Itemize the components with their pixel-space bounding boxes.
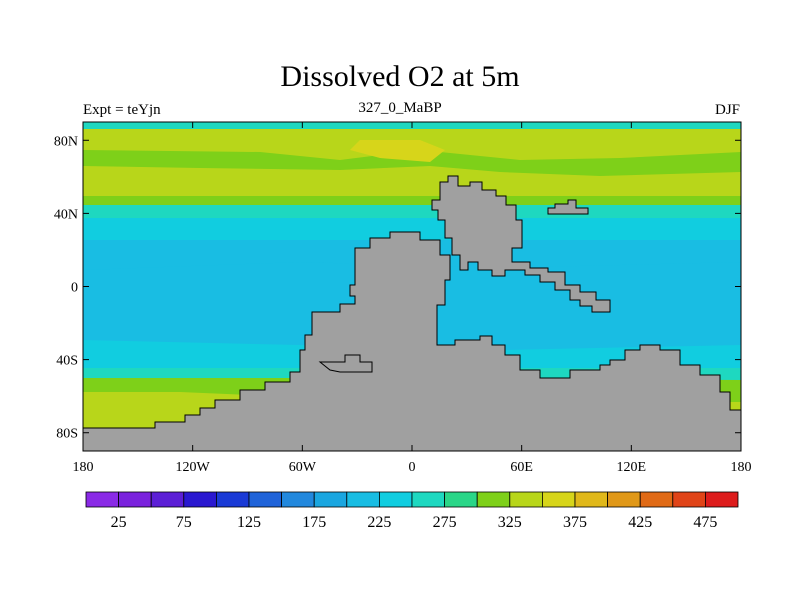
colorbar-label: 125 [237,514,261,531]
colorbar-label: 425 [628,514,652,531]
band-north-green2 [83,196,741,206]
colorbar-swatch [509,491,543,508]
colorbar-swatch [150,491,185,508]
lon-tick-label: 60E [510,460,533,475]
colorbar-swatch [705,491,739,508]
colorbar-swatch [85,491,119,508]
experiment-label: Expt = teYjn [83,102,161,118]
colorbar-swatch [346,491,380,508]
colorbar-label: 275 [433,514,457,531]
colorbar-swatch [476,491,511,508]
lon-tick-label: 60W [289,460,317,475]
axis-ticks [82,122,742,451]
colorbar-label: 75 [176,514,192,531]
colorbar-swatch [118,491,152,508]
lat-tick-label: 40S [56,354,78,369]
axis-labels: 80N 40N 0 40S 80S 180 120W 60W 0 60E 120E 180 [54,134,752,475]
band-north-green [83,150,741,176]
lon-tick-label: 120E [617,460,647,475]
time-label: 327_0_MaBP [358,100,442,116]
colorbar-swatch [607,491,641,508]
colorbar: 25 75 125 175 225 275 325 375 425 475 [85,491,739,531]
lat-tick-label: 0 [71,281,78,296]
colorbar-swatch [444,491,478,508]
land-pangaea-main [83,231,741,451]
colorbar-swatch [215,491,250,508]
lat-tick-label: 80N [54,134,78,149]
lon-tick-label: 180 [731,460,752,475]
season-label: DJF [714,102,740,118]
band-north-cyan [83,218,741,240]
lat-tick-label: 80S [56,427,78,442]
colorbar-swatch [542,491,576,508]
colorbar-label: 325 [498,514,522,531]
colorbar-label: 475 [693,514,717,531]
colorbar-swatch [248,491,282,508]
colorbar-label: 375 [563,514,587,531]
lon-tick-label: 120W [176,460,211,475]
lon-tick-label: 0 [409,460,416,475]
colorbar-swatch [574,491,608,508]
land-east-island [547,199,589,215]
lat-tick-label: 40N [54,207,78,222]
colorbar-swatch [672,491,706,508]
patch-north-yellow [350,140,445,162]
colorbar-swatch [639,491,674,508]
land-masses [83,175,741,451]
lon-tick-label: 180 [73,460,94,475]
colorbar-swatch [378,491,413,508]
land-northern-block [431,175,611,313]
colorbar-label: 175 [302,514,326,531]
colorbar-swatch [313,491,348,508]
band-north-teal [83,205,741,219]
chart-title: Dissolved O2 at 5m [280,60,520,93]
colorbar-swatch [183,491,217,508]
colorbar-label: 25 [111,514,127,531]
colorbar-swatch [411,491,445,508]
land-south-peninsula [318,354,373,373]
colorbar-swatch [281,491,315,508]
colorbar-label: 225 [367,514,391,531]
